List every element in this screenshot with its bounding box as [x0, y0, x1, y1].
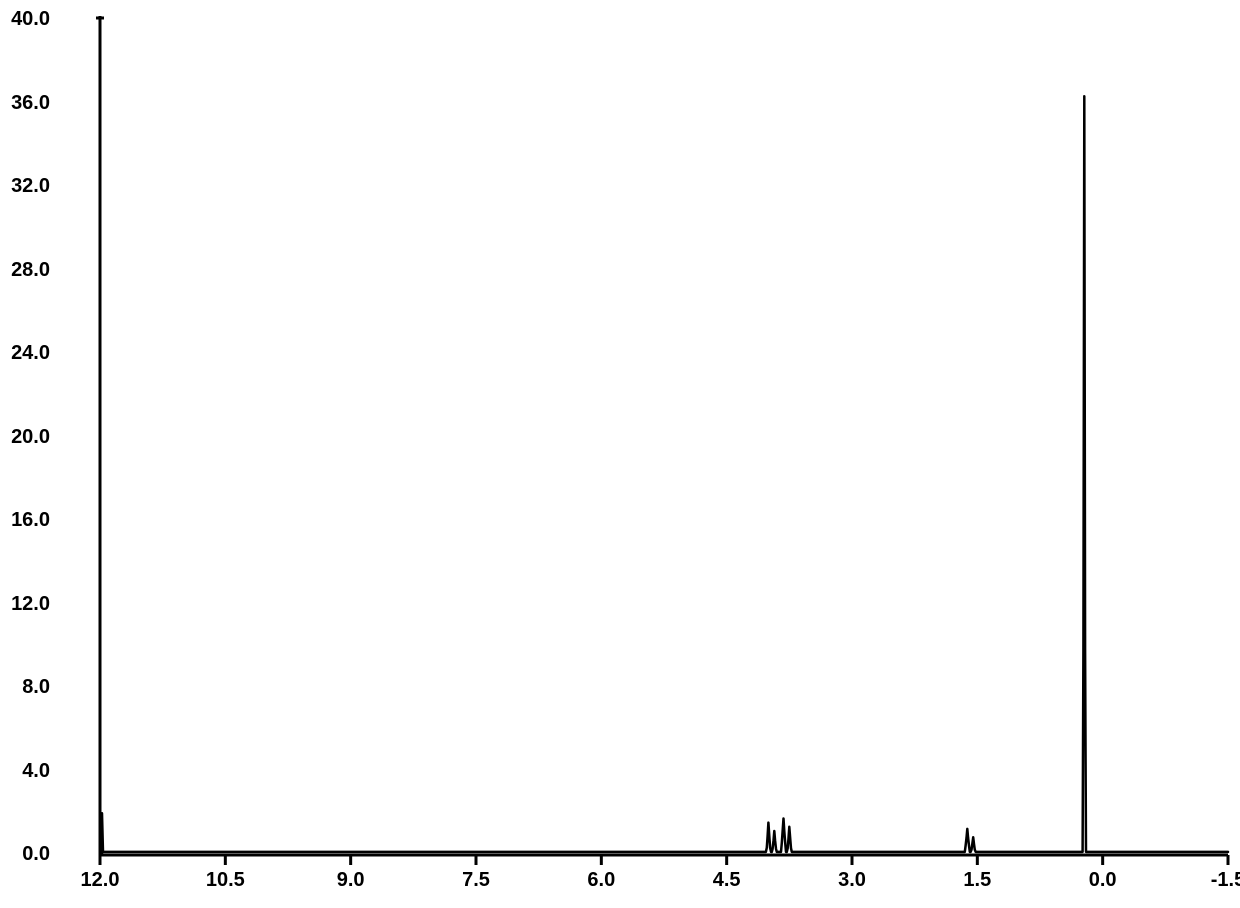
nmr-spectrum-chart: 12.0 10.5 9.0 7.5 6.0 4.5 3.0 1.5 0.0 -1.5 0.0 4.0 8… — [0, 0, 1240, 908]
x-tick-label: 9.0 — [311, 869, 391, 892]
x-tick-label: 10.5 — [185, 869, 265, 892]
x-tick-label: 7.5 — [436, 869, 516, 892]
x-tick-label: 1.5 — [937, 869, 1017, 892]
x-tick-label: -1.5 — [1188, 869, 1240, 892]
y-tick-label: 28.0 — [0, 259, 50, 282]
y-tick-label: 20.0 — [0, 426, 50, 449]
spectrum-trace — [102, 96, 1228, 855]
y-tick-label: 12.0 — [0, 593, 50, 616]
y-tick-label: 24.0 — [0, 342, 50, 365]
y-tick-label: 16.0 — [0, 509, 50, 532]
x-tick-label: 0.0 — [1063, 869, 1143, 892]
y-tick-label: 0.0 — [0, 843, 50, 866]
x-tick-label: 4.5 — [687, 869, 767, 892]
x-tick-label: 12.0 — [60, 869, 140, 892]
y-tick-label: 32.0 — [0, 175, 50, 198]
y-tick-label: 8.0 — [0, 676, 50, 699]
y-tick-label: 36.0 — [0, 92, 50, 115]
chart-svg — [0, 0, 1240, 908]
y-tick-label: 4.0 — [0, 760, 50, 783]
y-tick-label: 40.0 — [0, 8, 50, 31]
x-tick-label: 3.0 — [812, 869, 892, 892]
x-tick-label: 6.0 — [561, 869, 641, 892]
